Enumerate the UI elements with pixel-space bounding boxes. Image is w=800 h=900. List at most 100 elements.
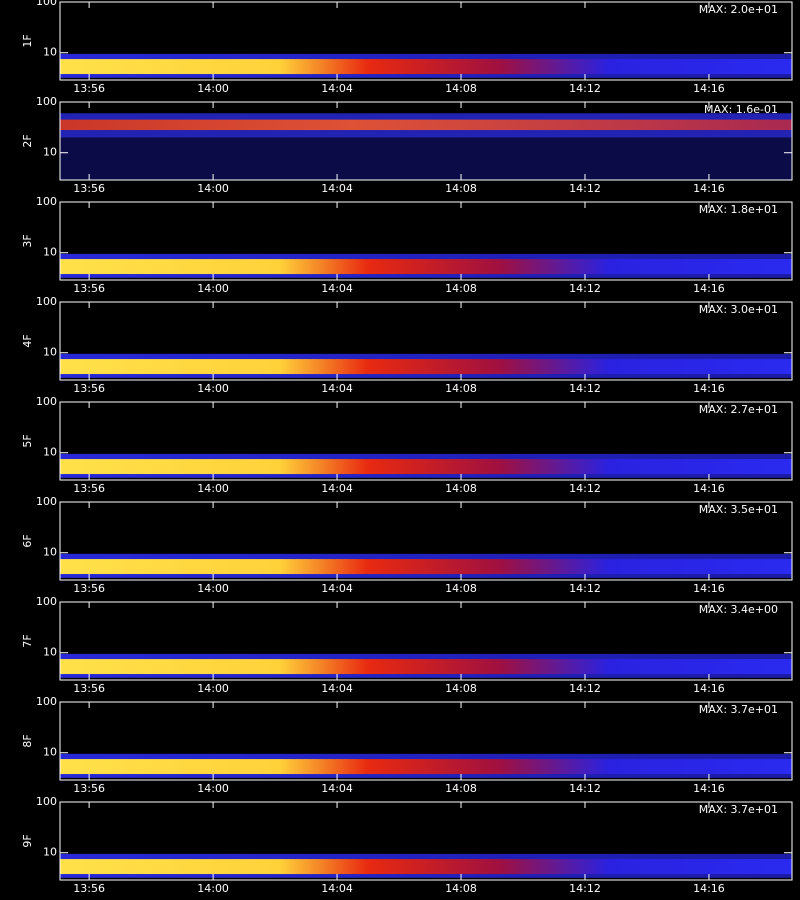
x-tick-label: 14:00 (197, 682, 229, 695)
max-annotation: MAX: 1.8e+01 (699, 203, 778, 216)
y-axis-label: 7F (21, 634, 34, 647)
spectral-band (60, 559, 792, 575)
max-annotation: MAX: 1.6e-01 (704, 103, 778, 116)
panel: 13:56 14:00 14:04 14:08 14:12 14:16 10 100 6F MAX… (21, 495, 793, 595)
x-tick-label: 13:56 (73, 282, 105, 295)
x-tick-label: 14:12 (569, 182, 601, 195)
x-tick-label: 14:00 (197, 282, 229, 295)
x-tick-label: 14:04 (321, 682, 353, 695)
max-annotation: MAX: 2.7e+01 (699, 403, 778, 416)
y-tick-label: 100 (36, 595, 57, 608)
max-annotation: MAX: 3.0e+01 (699, 303, 778, 316)
y-tick-label: 10 (43, 646, 57, 659)
x-tick-label: 14:16 (693, 582, 725, 595)
spectral-band (60, 59, 792, 75)
y-tick-label: 100 (36, 395, 57, 408)
x-tick-label: 14:16 (693, 882, 725, 895)
panel: 13:56 14:00 14:04 14:08 14:12 14:16 10 100 4F MAX… (21, 295, 793, 395)
x-tick-label: 14:12 (569, 682, 601, 695)
x-tick-label: 14:08 (445, 382, 477, 395)
x-tick-label: 14:12 (569, 282, 601, 295)
y-axis-label: 3F (21, 234, 34, 247)
y-tick-label: 100 (36, 0, 57, 8)
y-tick-label: 10 (43, 446, 57, 459)
spectral-band (60, 359, 792, 375)
panel: 13:56 14:00 14:04 14:08 14:12 14:16 10 100 3F MAX… (21, 195, 793, 295)
x-tick-label: 14:16 (693, 282, 725, 295)
x-tick-label: 14:12 (569, 482, 601, 495)
spectral-band (60, 659, 792, 675)
y-tick-label: 100 (36, 795, 57, 808)
plot-frame (59, 301, 793, 381)
plot-frame (59, 501, 793, 581)
x-tick-label: 14:08 (445, 782, 477, 795)
y-axis-label: 4F (21, 334, 34, 347)
y-tick-label: 10 (43, 546, 57, 559)
x-tick-label: 13:56 (73, 482, 105, 495)
max-annotation: MAX: 3.7e+01 (699, 803, 778, 816)
x-tick-label: 14:08 (445, 282, 477, 295)
x-tick-label: 14:16 (693, 382, 725, 395)
x-tick-label: 14:04 (321, 482, 353, 495)
x-tick-label: 14:12 (569, 82, 601, 95)
panel: 13:56 14:00 14:04 14:08 14:12 14:16 10 100 7F MAX… (21, 595, 793, 695)
plot-frame (59, 101, 793, 181)
x-tick-label: 14:12 (569, 382, 601, 395)
x-tick-label: 14:08 (445, 82, 477, 95)
y-axis-label: 9F (21, 834, 34, 847)
y-tick-label: 100 (36, 495, 57, 508)
x-tick-label: 13:56 (73, 582, 105, 595)
panel: 13:56 14:00 14:04 14:08 14:12 14:16 10 100 9F MAX… (21, 795, 793, 895)
max-annotation: MAX: 3.5e+01 (699, 503, 778, 516)
y-tick-label: 10 (43, 246, 57, 259)
y-tick-label: 10 (43, 46, 57, 59)
x-tick-label: 13:56 (73, 382, 105, 395)
x-tick-label: 14:00 (197, 82, 229, 95)
x-tick-label: 14:00 (197, 882, 229, 895)
x-tick-label: 14:12 (569, 882, 601, 895)
x-tick-label: 14:16 (693, 482, 725, 495)
x-tick-label: 13:56 (73, 682, 105, 695)
y-tick-label: 10 (43, 146, 57, 159)
y-tick-label: 100 (36, 295, 57, 308)
x-tick-label: 14:04 (321, 782, 353, 795)
x-tick-label: 13:56 (73, 82, 105, 95)
x-tick-label: 13:56 (73, 782, 105, 795)
x-tick-label: 14:00 (197, 782, 229, 795)
x-tick-label: 13:56 (73, 182, 105, 195)
x-tick-label: 14:16 (693, 182, 725, 195)
x-tick-label: 14:00 (197, 182, 229, 195)
x-tick-label: 14:16 (693, 782, 725, 795)
panel: 13:56 14:00 14:04 14:08 14:12 14:16 10 100 2F MAX… (21, 95, 793, 195)
noise-band (60, 137, 792, 180)
plot-frame (59, 601, 793, 681)
x-tick-label: 14:12 (569, 782, 601, 795)
x-tick-label: 14:04 (321, 182, 353, 195)
y-axis-label: 8F (21, 734, 34, 747)
y-axis-label: 5F (21, 434, 34, 447)
y-axis-label: 1F (21, 34, 34, 47)
plot-frame (59, 701, 793, 781)
x-tick-label: 14:04 (321, 82, 353, 95)
x-tick-label: 14:08 (445, 182, 477, 195)
y-tick-label: 100 (36, 695, 57, 708)
panel: 13:56 14:00 14:04 14:08 14:12 14:16 10 100 8F MAX… (21, 695, 793, 795)
x-tick-label: 14:08 (445, 882, 477, 895)
y-tick-label: 10 (43, 746, 57, 759)
x-tick-label: 14:08 (445, 682, 477, 695)
x-tick-label: 14:00 (197, 382, 229, 395)
y-tick-label: 100 (36, 95, 57, 108)
y-tick-label: 100 (36, 195, 57, 208)
plot-frame (59, 401, 793, 481)
panel: 13:56 14:00 14:04 14:08 14:12 14:16 10 100 5F MAX… (21, 395, 793, 495)
x-tick-label: 13:56 (73, 882, 105, 895)
x-tick-label: 14:08 (445, 582, 477, 595)
spectral-band (60, 259, 792, 275)
max-annotation: MAX: 3.7e+01 (699, 703, 778, 716)
x-tick-label: 14:16 (693, 682, 725, 695)
x-tick-label: 14:08 (445, 482, 477, 495)
spectral-band (60, 459, 792, 475)
max-annotation: MAX: 2.0e+01 (699, 3, 778, 16)
x-tick-label: 14:04 (321, 382, 353, 395)
